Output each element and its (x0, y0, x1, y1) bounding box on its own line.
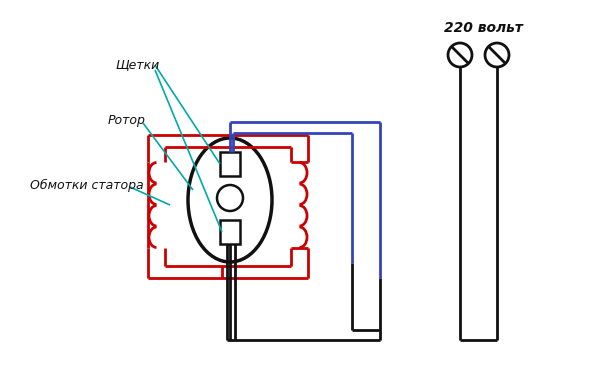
Text: Щетки: Щетки (115, 58, 159, 71)
Text: Ротор: Ротор (108, 114, 146, 127)
Text: Обмотки статора: Обмотки статора (30, 178, 143, 192)
Text: 220 вольт: 220 вольт (444, 21, 523, 35)
Bar (220, 152, 240, 176)
Bar (220, 220, 240, 244)
